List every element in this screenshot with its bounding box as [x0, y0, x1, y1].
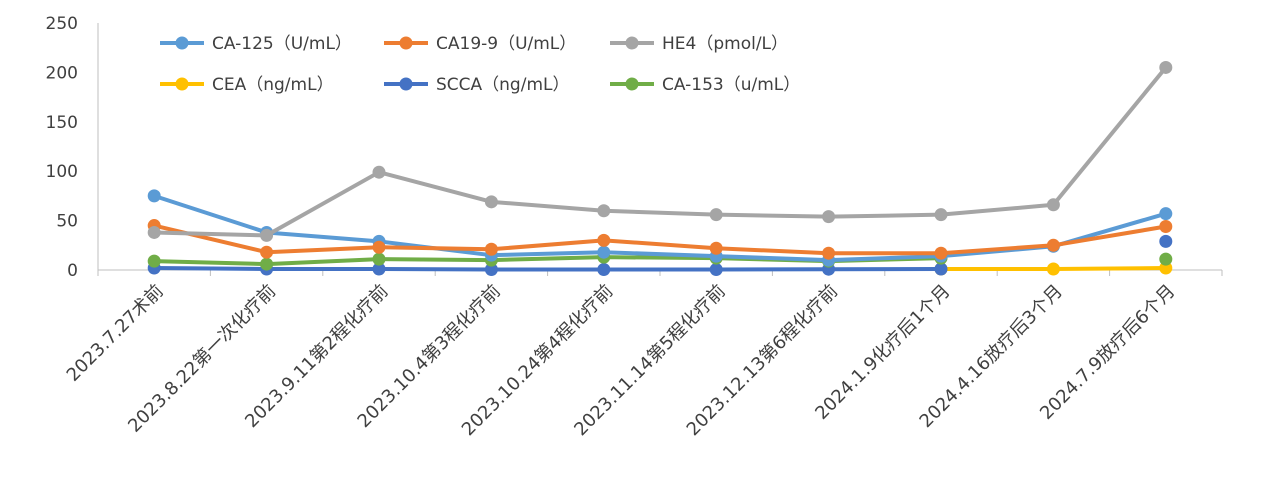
- data-point: [1046, 262, 1060, 276]
- series-0: [147, 189, 1173, 267]
- data-point: [709, 241, 723, 255]
- legend-item: SCCA（ng/mL）: [384, 75, 570, 95]
- series-layer: [147, 60, 1173, 277]
- legend-swatch-marker: [175, 77, 189, 91]
- y-tick-label: 150: [46, 113, 78, 133]
- legend-label: HE4（pmol/L）: [662, 34, 788, 54]
- x-tick-label: 2023.7.27术前: [63, 281, 168, 386]
- data-point: [1159, 252, 1173, 266]
- data-point: [260, 257, 274, 271]
- data-point: [1046, 198, 1060, 212]
- data-point: [484, 263, 498, 277]
- data-point: [484, 242, 498, 256]
- data-point: [372, 240, 386, 254]
- y-tick-label: 200: [46, 63, 78, 83]
- legend-label: CA19-9（U/mL）: [436, 34, 576, 54]
- legend-item: HE4（pmol/L）: [610, 34, 788, 54]
- legend-item: CEA（ng/mL）: [160, 75, 334, 95]
- legend-label: CEA（ng/mL）: [212, 75, 334, 95]
- data-point: [822, 210, 836, 224]
- y-tick-label: 0: [67, 261, 78, 281]
- data-point: [484, 195, 498, 209]
- legend-label: SCCA（ng/mL）: [436, 75, 570, 95]
- series-line: [152, 266, 943, 272]
- data-point: [709, 263, 723, 277]
- data-point: [597, 204, 611, 218]
- series-line: [152, 223, 1168, 256]
- data-point: [934, 208, 948, 222]
- legend-item: CA-125（U/mL）: [160, 34, 352, 54]
- data-point: [709, 208, 723, 222]
- data-point: [372, 262, 386, 276]
- y-axis: 0 50 100 150 200 250: [46, 14, 99, 281]
- data-point: [147, 189, 161, 203]
- legend-swatch-marker: [625, 77, 639, 91]
- data-point: [1159, 207, 1173, 221]
- data-point: [372, 165, 386, 179]
- legend-item: CA-153（u/mL）: [610, 75, 800, 95]
- series-2: [147, 60, 1173, 242]
- data-point: [597, 245, 611, 259]
- data-point: [260, 245, 274, 259]
- data-point: [260, 228, 274, 242]
- data-point: [147, 225, 161, 239]
- legend-swatch-marker: [175, 36, 189, 50]
- legend-swatch-marker: [399, 36, 413, 50]
- data-point: [1159, 234, 1173, 248]
- data-point: [1159, 220, 1173, 234]
- legend-swatch-marker: [625, 36, 639, 50]
- series-3: [934, 261, 1173, 276]
- legend-label: CA-153（u/mL）: [662, 75, 800, 95]
- x-axis: 2023.7.27术前2023.8.22第一次化疗前2023.9.11第2程化疗…: [63, 269, 1223, 440]
- y-tick-label: 100: [46, 162, 78, 182]
- data-point: [1046, 238, 1060, 252]
- data-point: [822, 246, 836, 260]
- series-line: [152, 65, 1168, 238]
- data-point: [597, 263, 611, 277]
- data-point: [1159, 60, 1173, 74]
- legend: CA-125（U/mL） CA19-9（U/mL） HE4（pmol/L） CEA（n…: [160, 34, 800, 95]
- data-point: [934, 246, 948, 260]
- data-point: [372, 252, 386, 266]
- y-tick-label: 50: [56, 212, 78, 232]
- legend-item: CA19-9（U/mL）: [384, 34, 576, 54]
- y-tick-label: 250: [46, 14, 78, 34]
- data-point: [934, 262, 948, 276]
- data-point: [1159, 261, 1173, 275]
- legend-swatch-marker: [399, 77, 413, 91]
- data-point: [597, 233, 611, 247]
- data-point: [147, 254, 161, 268]
- legend-label: CA-125（U/mL）: [212, 34, 352, 54]
